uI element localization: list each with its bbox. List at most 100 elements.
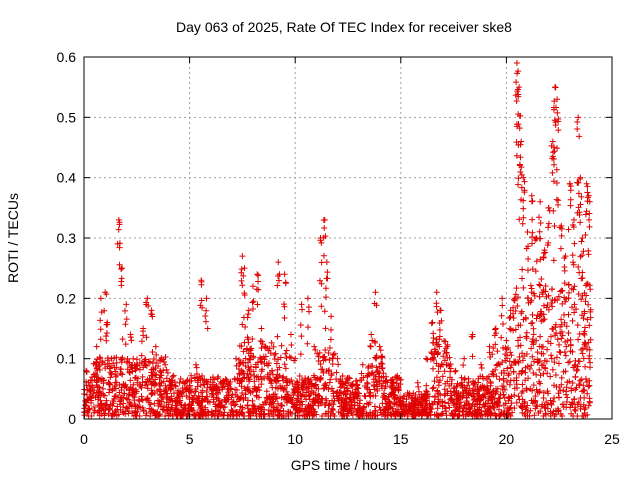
data-point-bg: [576, 358, 583, 365]
data-point-cluster: [523, 245, 530, 252]
data-point-bg: [537, 372, 544, 379]
data-point-bg: [233, 386, 240, 393]
data-point-bg: [542, 282, 549, 289]
data-point-bg: [563, 343, 570, 350]
axis-ticks: 0 5 10 15 20 25 0 0.1 0.2 0.3 0.4 0.5 0.6: [57, 49, 620, 447]
data-point-bg: [339, 373, 346, 380]
data-point-bg: [580, 382, 587, 389]
data-point-cluster: [97, 326, 104, 333]
data-point-bg: [172, 383, 179, 390]
data-point-cluster: [552, 84, 559, 91]
data-point-bg: [237, 409, 244, 416]
data-point-bg: [186, 394, 193, 401]
data-point-bg: [191, 392, 198, 399]
data-point-bg: [474, 391, 481, 398]
data-point-bg: [431, 346, 438, 353]
data-point-bg: [209, 387, 216, 394]
data-point-bg: [494, 348, 501, 355]
data-point-bg: [171, 379, 178, 386]
data-point-bg: [146, 359, 153, 366]
data-point-cluster: [376, 363, 383, 370]
data-point-bg: [477, 397, 484, 404]
data-point-bg: [311, 397, 318, 404]
data-point-bg: [162, 354, 169, 361]
data-point-cluster: [305, 304, 312, 311]
data-point-cluster: [542, 288, 549, 295]
data-point-bg: [292, 402, 299, 409]
data-point-bg: [580, 387, 587, 394]
data-point-bg: [323, 397, 330, 404]
data-point-bg: [259, 366, 266, 373]
data-point: [478, 361, 485, 368]
data-point-bg: [215, 373, 222, 380]
data-point-bg: [250, 368, 257, 375]
data-point-bg: [555, 360, 562, 367]
data-point-cluster: [406, 403, 413, 410]
data-point-cluster: [565, 226, 572, 233]
data-point-bg: [204, 384, 211, 391]
data-point-bg: [114, 403, 121, 410]
data-point-bg: [317, 399, 324, 406]
data-point-bg: [431, 411, 438, 418]
data-point-bg: [581, 406, 588, 413]
data-point: [575, 114, 582, 121]
data-point-bg: [490, 345, 497, 352]
data-point-bg: [515, 343, 522, 350]
data-point-cluster: [116, 219, 123, 226]
data-point-bg: [372, 392, 379, 399]
data-point-cluster: [570, 261, 577, 268]
data-point-bg: [88, 412, 95, 419]
data-point-bg: [459, 382, 466, 389]
data-point-cluster: [528, 198, 535, 205]
data-point-bg: [103, 401, 110, 408]
data-point-bg: [105, 411, 112, 418]
data-point-bg: [168, 385, 175, 392]
data-point-cluster: [518, 171, 525, 178]
data-point-bg: [127, 364, 134, 371]
data-point-bg: [587, 308, 594, 315]
data-point-bg: [213, 408, 220, 415]
data-point-bg: [442, 338, 449, 345]
data-point: [503, 337, 510, 344]
data-point-bg: [364, 380, 371, 387]
data-point-bg: [587, 314, 594, 321]
data-point-bg: [555, 293, 562, 300]
data-point-cluster: [553, 179, 560, 186]
data-point: [268, 367, 275, 374]
data-point-cluster: [415, 383, 422, 390]
data-point-bg: [285, 392, 292, 399]
data-point-bg: [549, 296, 556, 303]
data-point-bg: [551, 359, 558, 366]
data-point-bg: [536, 293, 543, 300]
data-point-cluster: [577, 253, 584, 260]
data-point-bg: [283, 347, 290, 354]
data-point-bg: [350, 394, 357, 401]
data-point-bg: [117, 394, 124, 401]
data-point-bg: [369, 369, 376, 376]
data-point-cluster: [239, 282, 246, 289]
data-point-bg: [361, 403, 368, 410]
data-point-bg: [437, 377, 444, 384]
data-point: [537, 198, 544, 205]
data-point-cluster: [548, 142, 555, 149]
data-point-bg: [571, 396, 578, 403]
data-point-bg: [191, 411, 198, 418]
data-point-bg: [482, 408, 489, 415]
data-point-bg: [198, 389, 205, 396]
data-point-bg: [439, 410, 446, 417]
data-point-bg: [435, 396, 442, 403]
data-point-bg: [528, 289, 535, 296]
data-point-bg: [147, 408, 154, 415]
data-point-bg: [418, 412, 425, 419]
data-point-cluster: [578, 252, 585, 259]
data-point-bg: [99, 385, 106, 392]
data-point-cluster: [583, 280, 590, 287]
data-point-bg: [435, 341, 442, 348]
data-point-bg: [519, 350, 526, 357]
data-point-bg: [541, 357, 548, 364]
data-point-bg: [207, 376, 214, 383]
data-point-bg: [528, 397, 535, 404]
data-point-bg: [164, 407, 171, 414]
data-point-bg: [245, 387, 252, 394]
data-point-bg: [441, 392, 448, 399]
